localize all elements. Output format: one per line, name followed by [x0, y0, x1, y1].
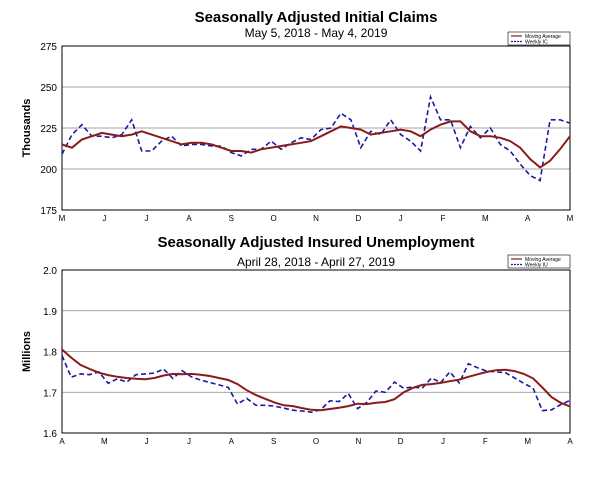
y-tick-label: 1.8: [43, 348, 57, 359]
x-tick-label: S: [229, 214, 234, 223]
x-tick-label: M: [101, 437, 108, 446]
x-tick-label: A: [59, 437, 65, 446]
y-axis-label: Thousands: [21, 99, 33, 158]
series-line-moving-average: [61, 120, 571, 169]
x-tick-label: J: [399, 214, 403, 223]
x-tick-label: A: [567, 437, 573, 446]
x-tick-label: D: [398, 437, 404, 446]
legend-box: [507, 31, 571, 46]
chart-panel-2: Seasonally Adjusted Insured Unemployment…: [21, 234, 573, 446]
x-tick-label: M: [524, 437, 531, 446]
series-line-weekly-iu: [61, 355, 571, 414]
y-tick-label: 1.6: [43, 429, 57, 440]
x-tick-label: O: [313, 437, 319, 446]
chart-subtitle: May 5, 2018 - May 4, 2019: [245, 26, 388, 40]
y-tick-label: 1.7: [43, 388, 57, 399]
y-tick-label: 175: [40, 206, 57, 217]
y-tick-label: 250: [40, 83, 57, 94]
x-tick-label: A: [186, 214, 192, 223]
x-tick-label: F: [483, 437, 488, 446]
x-tick-label: O: [271, 214, 277, 223]
y-tick-label: 275: [40, 42, 57, 53]
y-tick-label: 2.0: [43, 266, 57, 277]
x-tick-label: F: [441, 214, 446, 223]
x-tick-label: N: [355, 437, 361, 446]
x-tick-label: N: [313, 214, 319, 223]
series-line-moving-average: [61, 348, 571, 412]
legend-entry: Weekly IU: [525, 262, 548, 268]
x-tick-label: M: [59, 214, 66, 223]
x-tick-label: A: [525, 214, 531, 223]
x-tick-label: S: [271, 437, 276, 446]
series-line-weekly-ic: [61, 94, 571, 182]
x-tick-label: J: [187, 437, 191, 446]
x-tick-label: M: [567, 214, 574, 223]
x-tick-label: A: [229, 437, 235, 446]
chart-subtitle: April 28, 2018 - April 27, 2019: [237, 255, 395, 269]
y-tick-label: 225: [40, 124, 57, 135]
y-tick-label: 1.9: [43, 307, 57, 318]
x-tick-label: J: [441, 437, 445, 446]
x-tick-label: M: [482, 214, 489, 223]
y-tick-label: 200: [40, 165, 57, 176]
legend-entry: Weekly IC: [525, 39, 548, 45]
x-tick-label: J: [102, 214, 106, 223]
x-tick-label: D: [355, 214, 361, 223]
x-tick-label: J: [145, 437, 149, 446]
y-axis-label: Millions: [21, 331, 33, 372]
legend-entry: Moving Average: [525, 257, 561, 263]
x-tick-label: J: [145, 214, 149, 223]
chart-title: Seasonally Adjusted Initial Claims: [195, 9, 438, 26]
legend-entry: Moving Average: [525, 34, 561, 40]
chart-title: Seasonally Adjusted Insured Unemployment: [157, 234, 474, 251]
legend-box: [507, 254, 571, 269]
plot-area: [61, 45, 571, 211]
plot-area: [61, 269, 571, 434]
